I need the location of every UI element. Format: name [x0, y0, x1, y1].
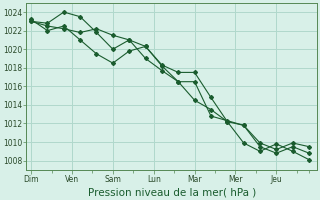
X-axis label: Pression niveau de la mer( hPa ): Pression niveau de la mer( hPa ) — [88, 187, 256, 197]
